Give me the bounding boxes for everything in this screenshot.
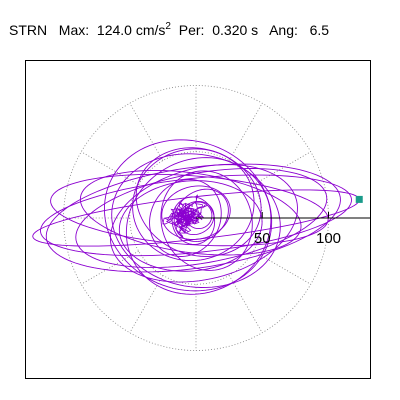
orbit-trace	[32, 139, 360, 295]
angle-value: 6.5	[309, 22, 330, 38]
peak-marker-group	[355, 195, 363, 203]
grid-spoke-330	[253, 250, 311, 285]
orbit-loop-8	[125, 157, 272, 295]
peak-marker	[355, 195, 363, 203]
period-value: 0.320	[212, 22, 248, 38]
grid-spoke-210	[81, 250, 139, 285]
radial-tick-label-100: 100	[316, 230, 341, 247]
orbit-loop-9	[111, 153, 281, 288]
orbit-loop-11	[118, 180, 263, 272]
orbit-loop-1	[40, 174, 352, 257]
grid-spoke-30	[253, 151, 311, 186]
component-label: STRN	[9, 22, 48, 38]
angle-label: Ang:	[269, 22, 298, 38]
period-label: Per:	[178, 22, 205, 38]
max-label: Max:	[58, 22, 90, 38]
grid-spoke-300	[228, 275, 263, 333]
grid-spoke-240	[129, 275, 164, 333]
max-value: 124.0	[96, 22, 132, 38]
max-unit: cm/s	[135, 22, 166, 38]
orbit-loop-14	[149, 179, 222, 257]
orbit-loop-13	[160, 170, 253, 271]
orbit-loop-3	[50, 173, 329, 247]
grid-spoke-60	[228, 103, 263, 161]
orbit-loop-15	[161, 185, 231, 240]
radial-axis: 50 100	[196, 212, 370, 247]
grid-spoke-150	[81, 151, 139, 186]
orbit-loop-12	[135, 147, 262, 257]
record-header: STRN Max: 124.0 cm/s2 Per: 0.320 s Ang: …	[9, 20, 329, 40]
max-unit-exponent: 2	[165, 21, 171, 32]
plot-frame	[25, 60, 371, 379]
orbit-loop-5	[79, 169, 302, 256]
orbit-loop-0	[32, 189, 360, 247]
radial-tick-label-50: 50	[254, 230, 271, 247]
period-unit: s	[251, 22, 259, 38]
grid-spoke-120	[129, 103, 164, 161]
orbit-core	[162, 194, 208, 239]
orbit-loop-7	[103, 139, 273, 292]
